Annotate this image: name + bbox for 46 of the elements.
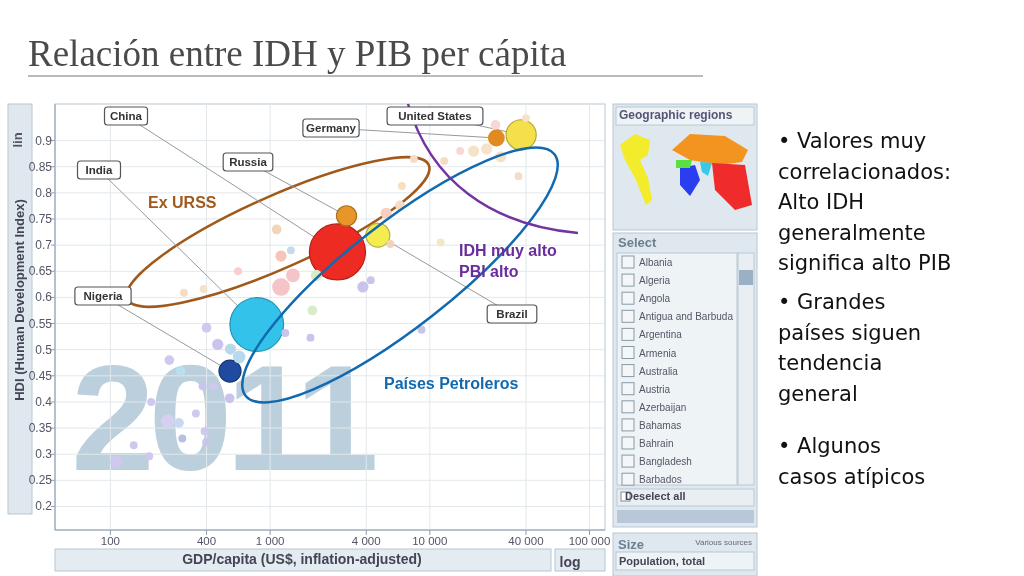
y-tick-label: 0.65 <box>28 264 53 279</box>
text: Various sources <box>695 538 752 547</box>
x-tick-label: 1 000 <box>255 535 285 547</box>
text: • Valores muy correlacionados: Alto IDH generalmente significa alto PIB <box>778 129 952 275</box>
y-tick-label: 0.2 <box>35 499 53 514</box>
text: • Algunos casos atípicos <box>778 434 926 489</box>
y-tick-label: 0.5 <box>35 342 53 357</box>
y-tick-label: 0.45 <box>28 368 53 383</box>
annotation: Brazil <box>496 308 528 320</box>
chart-title: Relación entre IDH y PIB per cápita <box>28 33 567 74</box>
annotation: Russia <box>229 156 268 168</box>
text: Albania Algeria Angola Antigua and Barbuda Argentina Armenia Australia Austria Azerbaijan Bahamas Bahrain Bangladesh Barbados <box>639 257 733 486</box>
y-tick-label: 0.8 <box>35 185 53 200</box>
text: Population, total <box>619 555 706 567</box>
text: Size <box>618 537 645 552</box>
x-tick-label: 100 <box>100 535 120 547</box>
x-tick-label: 40 000 <box>508 535 544 547</box>
text: Geographic regions <box>619 108 733 122</box>
x-tick-label: 10 000 <box>412 535 448 547</box>
annotation: United States <box>398 110 472 122</box>
y-tick-label: 0.7 <box>35 238 53 253</box>
annotation: Países Petroleros <box>384 375 519 392</box>
text: • Grandes países siguen tendencia general <box>778 290 922 406</box>
annotation: 2011 <box>71 334 376 502</box>
y-tick-label: 0.55 <box>28 316 53 331</box>
y-tick-label: 0.9 <box>35 133 53 148</box>
annotation: India <box>85 164 114 176</box>
x-tick-label: 4 000 <box>351 535 381 547</box>
y-tick-label: 0.85 <box>28 159 53 174</box>
text: Select <box>618 235 657 250</box>
x-tick-label: 400 <box>196 535 217 547</box>
y-tick-label: 0.25 <box>28 473 53 488</box>
y-tick-label: 0.4 <box>35 394 53 409</box>
text: Deselect all <box>625 490 686 502</box>
annotation: China <box>110 110 143 122</box>
y-tick-label: 0.35 <box>28 421 53 436</box>
y-tick-label: 0.6 <box>35 290 53 305</box>
annotation: Ex URSS <box>148 194 217 211</box>
x-tick-label: 100 000 <box>568 535 611 547</box>
text: lin <box>10 132 25 148</box>
y-tick-label: 0.3 <box>35 447 53 462</box>
annotation: Nigeria <box>83 290 124 302</box>
y-axis-title: HDI (Human Development Index) <box>12 199 27 401</box>
y-tick-label: 0.75 <box>28 211 53 226</box>
text: log <box>559 554 581 570</box>
x-axis-title: GDP/capita (US$, inflation-adjusted) <box>182 551 422 567</box>
